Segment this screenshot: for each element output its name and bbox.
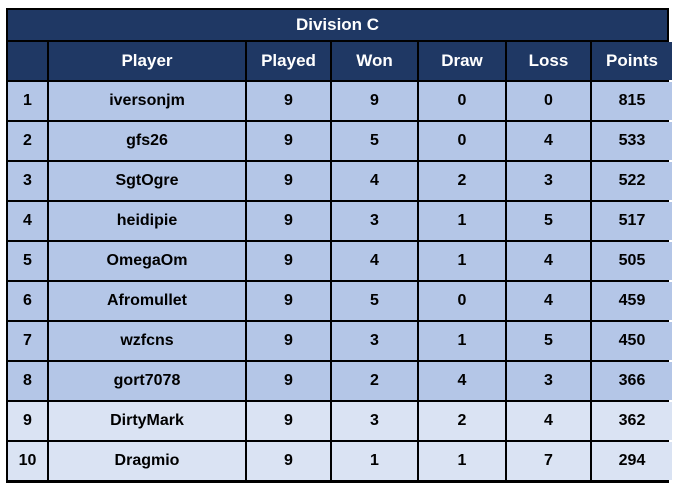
- column-header-rank: [8, 42, 47, 80]
- played-cell: 9: [247, 362, 330, 400]
- points-cell: 450: [592, 322, 672, 360]
- rank-cell: 4: [8, 202, 47, 240]
- rank-cell: 6: [8, 282, 47, 320]
- points-cell: 459: [592, 282, 672, 320]
- points-cell: 294: [592, 442, 672, 480]
- played-cell: 9: [247, 242, 330, 280]
- played-cell: 9: [247, 202, 330, 240]
- draw-cell: 1: [419, 322, 505, 360]
- played-cell: 9: [247, 282, 330, 320]
- column-header-player: Player: [49, 42, 245, 80]
- played-cell: 9: [247, 82, 330, 120]
- played-cell: 9: [247, 402, 330, 440]
- column-header-draw: Draw: [419, 42, 505, 80]
- rank-cell: 2: [8, 122, 47, 160]
- points-cell: 815: [592, 82, 672, 120]
- won-cell: 2: [332, 362, 417, 400]
- draw-cell: 0: [419, 82, 505, 120]
- points-cell: 362: [592, 402, 672, 440]
- won-cell: 3: [332, 402, 417, 440]
- won-cell: 3: [332, 202, 417, 240]
- loss-cell: 4: [507, 242, 590, 280]
- played-cell: 9: [247, 442, 330, 480]
- standings-grid: Player Played Won Draw Loss Points 1 iver…: [8, 42, 672, 480]
- draw-cell: 1: [419, 242, 505, 280]
- draw-cell: 1: [419, 202, 505, 240]
- points-cell: 517: [592, 202, 672, 240]
- player-name-cell: gort7078: [49, 362, 245, 400]
- rank-cell: 5: [8, 242, 47, 280]
- draw-cell: 1: [419, 442, 505, 480]
- table-title: Division C: [8, 10, 667, 40]
- player-name-cell: Dragmio: [49, 442, 245, 480]
- won-cell: 1: [332, 442, 417, 480]
- player-name-cell: heidipie: [49, 202, 245, 240]
- points-cell: 366: [592, 362, 672, 400]
- loss-cell: 4: [507, 402, 590, 440]
- rank-cell: 3: [8, 162, 47, 200]
- draw-cell: 4: [419, 362, 505, 400]
- won-cell: 4: [332, 242, 417, 280]
- player-name-cell: wzfcns: [49, 322, 245, 360]
- column-header-loss: Loss: [507, 42, 590, 80]
- played-cell: 9: [247, 122, 330, 160]
- won-cell: 5: [332, 122, 417, 160]
- won-cell: 4: [332, 162, 417, 200]
- loss-cell: 3: [507, 162, 590, 200]
- player-name-cell: SgtOgre: [49, 162, 245, 200]
- won-cell: 3: [332, 322, 417, 360]
- rank-cell: 9: [8, 402, 47, 440]
- draw-cell: 2: [419, 402, 505, 440]
- standings-table: Division C Player Played Won Draw Loss P…: [6, 8, 672, 483]
- player-name-cell: iversonjm: [49, 82, 245, 120]
- draw-cell: 2: [419, 162, 505, 200]
- player-name-cell: OmegaOm: [49, 242, 245, 280]
- loss-cell: 5: [507, 322, 590, 360]
- player-name-cell: Afromullet: [49, 282, 245, 320]
- points-cell: 505: [592, 242, 672, 280]
- player-name-cell: DirtyMark: [49, 402, 245, 440]
- loss-cell: 3: [507, 362, 590, 400]
- won-cell: 5: [332, 282, 417, 320]
- draw-cell: 0: [419, 122, 505, 160]
- player-name-cell: gfs26: [49, 122, 245, 160]
- rank-cell: 10: [8, 442, 47, 480]
- points-cell: 522: [592, 162, 672, 200]
- loss-cell: 0: [507, 82, 590, 120]
- loss-cell: 7: [507, 442, 590, 480]
- rank-cell: 7: [8, 322, 47, 360]
- rank-cell: 1: [8, 82, 47, 120]
- loss-cell: 5: [507, 202, 590, 240]
- loss-cell: 4: [507, 282, 590, 320]
- draw-cell: 0: [419, 282, 505, 320]
- played-cell: 9: [247, 162, 330, 200]
- points-cell: 533: [592, 122, 672, 160]
- loss-cell: 4: [507, 122, 590, 160]
- won-cell: 9: [332, 82, 417, 120]
- column-header-points: Points: [592, 42, 672, 80]
- column-header-played: Played: [247, 42, 330, 80]
- played-cell: 9: [247, 322, 330, 360]
- rank-cell: 8: [8, 362, 47, 400]
- column-header-won: Won: [332, 42, 417, 80]
